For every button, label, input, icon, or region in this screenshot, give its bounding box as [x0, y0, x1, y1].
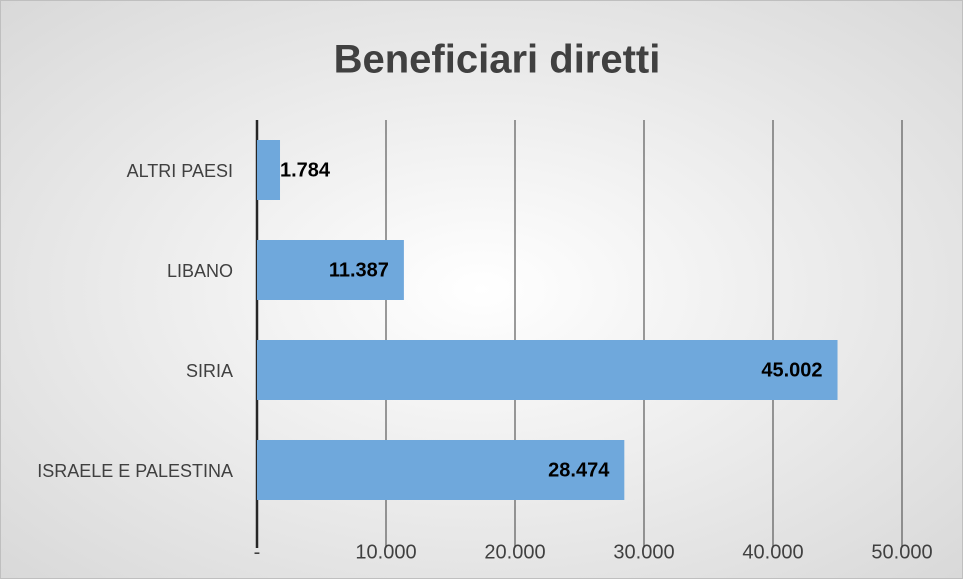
x-tick-label: 30.000: [613, 541, 674, 563]
x-tick-label: 50.000: [871, 541, 932, 563]
bar: [257, 240, 404, 300]
bar: [257, 340, 838, 400]
x-tick-label: 10.000: [355, 541, 416, 563]
data-label: 1.784: [280, 159, 331, 181]
data-label: 11.387: [329, 259, 389, 281]
x-tick-label: -: [254, 541, 261, 563]
chart-title: Beneficiari diretti: [334, 38, 661, 82]
bar: [257, 440, 625, 500]
data-label: 45.002: [761, 359, 822, 381]
y-tick-label: SIRIA: [186, 361, 233, 381]
y-tick-label: ALTRI PAESI: [127, 161, 233, 181]
y-tick-label: ISRAELE E PALESTINA: [37, 461, 233, 481]
y-tick-label: LIBANO: [167, 261, 233, 281]
x-tick-label: 20.000: [484, 541, 545, 563]
x-tick-label: 40.000: [742, 541, 803, 563]
data-label: 28.474: [548, 459, 610, 481]
bar: [257, 140, 281, 200]
